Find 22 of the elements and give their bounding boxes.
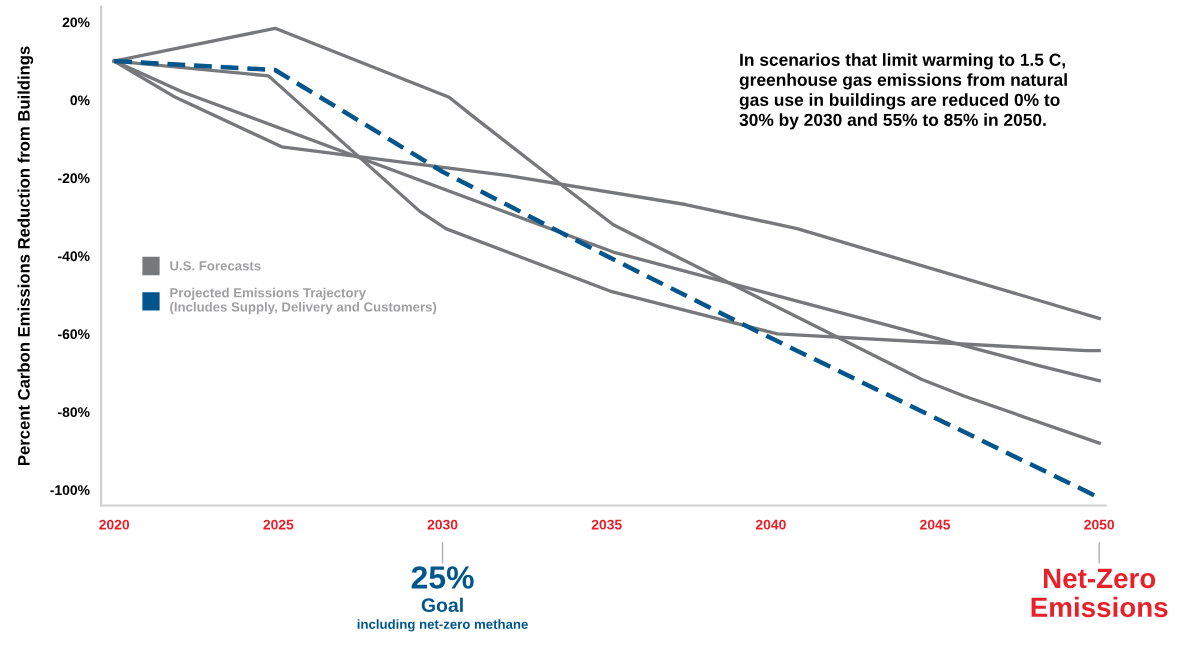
- legend-label: U.S. Forecasts: [170, 261, 261, 271]
- y-tick-label: -20%: [58, 173, 90, 184]
- y-tick-label: -100%: [50, 485, 90, 496]
- y-axis-title: Percent Carbon Emissions Reduction from Buildings: [17, 46, 34, 466]
- y-tick-label: -40%: [58, 251, 90, 262]
- y-tick-label: 0%: [70, 95, 90, 106]
- y-tick-label: -60%: [58, 329, 90, 340]
- x-tick-label: 2050: [1084, 519, 1115, 530]
- legend-label: Projected Emissions Trajectory (Includes Supply, Delivery and Customers): [170, 287, 437, 315]
- text: including net-zero methane: [357, 619, 528, 632]
- x-tick-label: 2045: [920, 519, 951, 530]
- x-tick-label: 2040: [755, 519, 786, 530]
- x-tick-label: 2020: [99, 519, 130, 530]
- y-tick-label: 20%: [62, 17, 90, 28]
- x-tick-label: 2025: [263, 519, 294, 530]
- text: Net-Zero Emissions: [1031, 568, 1168, 618]
- text: 25%: [411, 566, 474, 589]
- x-tick-label: 2030: [427, 519, 458, 530]
- x-tick-label: 2035: [591, 519, 622, 530]
- text: Goal: [421, 597, 463, 613]
- annotation: In scenarios that limit warming to 1.5 C, greenhouse gas emissions from natural gas use in buildings are reduced 0% to 30% by 2030 and 55% to 85% in 2050.: [739, 53, 1067, 130]
- y-tick-label: -80%: [58, 407, 90, 418]
